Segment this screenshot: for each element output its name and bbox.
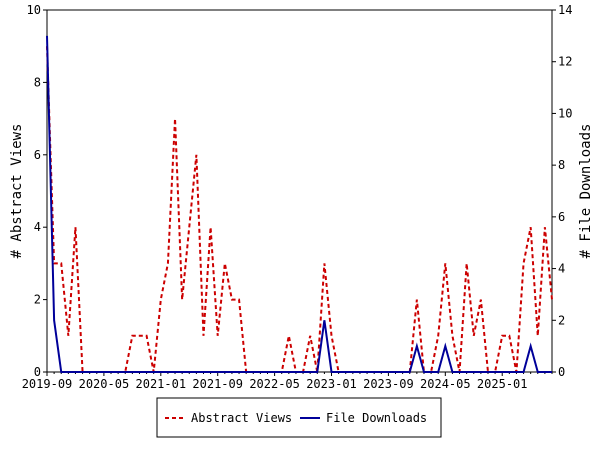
y-tick-label: 8 xyxy=(34,75,41,89)
legend-label: Abstract Views xyxy=(191,411,292,425)
x-tick-label: 2023-01 xyxy=(306,377,357,391)
y-tick-label: 6 xyxy=(34,148,41,162)
y-tick-label: 4 xyxy=(34,220,41,234)
plot-frame xyxy=(46,9,553,373)
x-tick-label: 2025-01 xyxy=(477,377,528,391)
y2-tick-label: 2 xyxy=(558,313,565,327)
y2-tick-label: 0 xyxy=(558,365,565,379)
y-tick-label: 10 xyxy=(27,3,41,17)
y2-axis-title: # File Downloads xyxy=(578,124,594,259)
y-tick-label: 0 xyxy=(34,365,41,379)
series-line xyxy=(46,35,552,373)
x-tick-label: 2024-05 xyxy=(420,377,471,391)
y2-tick-label: 12 xyxy=(558,55,572,69)
legend-box xyxy=(156,397,442,438)
legend-label: File Downloads xyxy=(326,411,427,425)
x-tick-label: 2021-09 xyxy=(192,377,243,391)
y2-tick-label: 8 xyxy=(558,158,565,172)
series-line xyxy=(46,46,553,373)
y-tick-label: 2 xyxy=(34,293,41,307)
x-tick-label: 2023-09 xyxy=(363,377,414,391)
x-tick-label: 2022-05 xyxy=(249,377,300,391)
y2-tick-label: 6 xyxy=(558,210,565,224)
y-axis-title: # Abstract Views xyxy=(9,124,25,259)
y2-tick-label: 10 xyxy=(558,106,572,120)
x-tick-label: 2019-09 xyxy=(22,377,73,391)
y2-tick-label: 14 xyxy=(558,3,572,17)
x-tick-label: 2021-01 xyxy=(136,377,187,391)
x-tick-label: 2020-05 xyxy=(79,377,130,391)
y2-tick-label: 4 xyxy=(558,262,565,276)
